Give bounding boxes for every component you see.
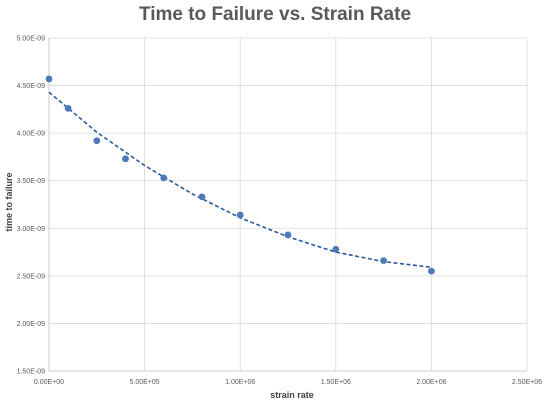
data-point [93,137,101,145]
x-tick-label: 1.00E+06 [225,379,255,386]
x-tick-label: 1.50E+06 [321,379,351,386]
data-point [160,174,168,182]
data-point [332,245,340,253]
data-points [45,75,435,275]
y-tick-labels: 1.50E-09 2.00E-09 2.50E-09 3.00E-09 3.50E-09… [17,36,46,376]
y-tick-label: 4.50E-09 [17,83,46,90]
y-tick-label: 5.00E-09 [17,36,46,43]
data-point [236,211,244,219]
x-tick-label: 5.00E+05 [130,379,160,386]
y-axis-title: time to failure [4,172,14,231]
data-point [64,105,72,112]
data-point [198,193,206,201]
x-tick-label: 0.00E+00 [34,379,64,386]
x-tick-label: 2.50E+06 [512,379,542,386]
data-point [45,75,53,83]
y-tick-label: 1.50E-09 [17,369,46,376]
x-axis-title: strain rate [270,390,314,400]
y-tick-label: 3.00E-09 [17,226,46,233]
y-tick-label: 4.00E-09 [17,131,46,138]
data-point [122,155,129,163]
x-tick-labels: 0.00E+00 5.00E+05 1.00E+06 1.50E+06 2.00E+06… [34,379,542,386]
y-tick-label: 2.50E-09 [17,273,46,280]
chart-title: Time to Failure vs. Strain Rate [138,4,412,25]
y-tick-label: 2.00E-09 [17,321,46,328]
data-point [284,231,292,239]
data-point [428,267,435,275]
x-tick-label: 2.00E+06 [416,379,446,386]
grid-lines [48,37,528,372]
data-point [380,257,387,265]
y-tick-label: 3.50E-09 [17,178,46,185]
